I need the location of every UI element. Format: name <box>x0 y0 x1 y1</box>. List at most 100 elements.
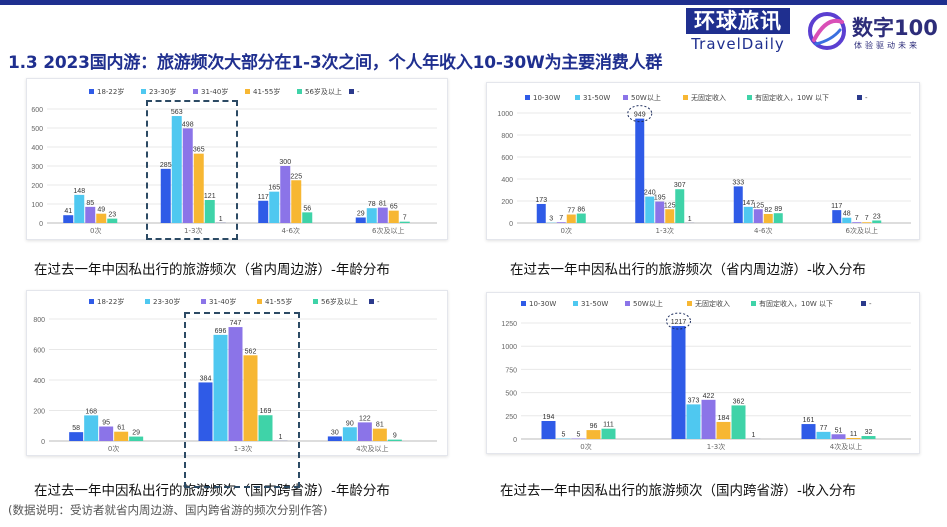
data-label: 7 <box>855 215 859 222</box>
chart-caption-tl: 在过去一年中因私出行的旅游频次（省内周边游）-年龄分布 <box>34 262 390 278</box>
traveldaily-logo-cn: 环球旅讯 <box>686 8 790 34</box>
data-label: 148 <box>73 188 85 195</box>
y-tick-label: 800 <box>33 317 45 324</box>
bar <box>302 212 313 223</box>
highlight-circle <box>627 105 653 123</box>
shuzi100-name: 数字100 <box>852 16 938 40</box>
legend-label: 56岁及以上 <box>321 297 358 306</box>
bar <box>861 436 876 439</box>
data-label: 285 <box>160 162 172 169</box>
data-label: 96 <box>590 423 598 430</box>
data-label: 3 <box>549 216 553 223</box>
data-label: 498 <box>182 121 194 128</box>
legend-swatch <box>573 301 578 306</box>
legend-swatch <box>313 299 318 304</box>
bar <box>366 208 377 223</box>
data-label: 77 <box>820 425 828 432</box>
x-tick-label: 6次及以上 <box>372 226 404 235</box>
legend-swatch <box>525 95 530 100</box>
legend-swatch <box>369 299 374 304</box>
legend-swatch <box>857 95 862 100</box>
bar <box>701 399 716 439</box>
bar <box>99 426 114 441</box>
legend-swatch <box>575 95 580 100</box>
legend-label: 10-30W <box>533 94 560 102</box>
bar <box>182 128 193 223</box>
chart-caption-tr: 在过去一年中因私出行的旅游频次（省内周边游）-收入分布 <box>510 262 866 278</box>
legend-label: - <box>357 88 360 96</box>
bar <box>832 210 842 223</box>
x-tick-label: 1-3次 <box>184 226 202 235</box>
y-tick-label: 600 <box>501 155 513 162</box>
data-label: 85 <box>86 200 94 207</box>
legend-label: 50W以上 <box>633 299 663 308</box>
bar <box>355 217 366 223</box>
bar <box>377 207 388 223</box>
bar <box>69 432 84 441</box>
legend-label: 18-22岁 <box>97 87 124 96</box>
bar <box>160 168 171 223</box>
y-tick-label: 600 <box>31 107 43 114</box>
bar <box>291 180 302 223</box>
data-label: 86 <box>577 207 585 214</box>
data-label: 168 <box>85 408 97 415</box>
bar <box>862 222 872 223</box>
bar <box>763 213 773 223</box>
chart-tr-income-local: 0 200 400 600 800 1000 10-30W 31-50W 50W以上 无固定收入 有… <box>497 93 911 235</box>
y-tick-label: 1000 <box>497 111 513 118</box>
legend-swatch <box>201 299 206 304</box>
legend-label: 18-22岁 <box>97 297 124 306</box>
data-label: 58 <box>72 425 80 432</box>
bar <box>753 209 763 223</box>
legend-swatch <box>89 299 94 304</box>
data-label: 89 <box>774 206 782 213</box>
bar <box>198 382 213 441</box>
bar <box>816 431 831 439</box>
legend-swatch <box>257 299 262 304</box>
data-label: 165 <box>268 185 280 192</box>
data-label: 562 <box>245 348 257 355</box>
legend-swatch <box>751 301 756 306</box>
legend-swatch <box>521 301 526 306</box>
data-label: 362 <box>733 398 745 405</box>
data-label: 111 <box>603 422 614 429</box>
data-label: 300 <box>279 159 291 166</box>
bar <box>85 206 96 223</box>
data-label: 32 <box>865 429 873 436</box>
data-label: 11 <box>850 431 857 438</box>
bar <box>842 217 852 223</box>
data-label: 41 <box>64 208 72 215</box>
data-label: 77 <box>567 208 575 215</box>
bar <box>801 424 816 439</box>
legend-swatch <box>623 95 628 100</box>
y-tick-label: 0 <box>513 437 517 444</box>
data-label: 169 <box>260 408 272 415</box>
x-tick-label: 0次 <box>108 444 119 453</box>
legend-swatch <box>861 301 866 306</box>
legend-label: 41-55岁 <box>253 87 280 96</box>
data-label: 194 <box>543 414 555 421</box>
data-label: 173 <box>535 197 547 204</box>
bar <box>269 191 280 223</box>
y-tick-label: 800 <box>501 133 513 140</box>
bar <box>743 206 753 223</box>
data-label: 422 <box>703 393 715 400</box>
x-tick-label: 1-3次 <box>656 226 674 235</box>
legend-label: 无固定收入 <box>695 299 730 308</box>
chart-panel-bl: 0 200 400 600 800 18-22岁 23-30岁 31-40岁 41-55岁 56岁… <box>26 290 448 456</box>
data-label: 7 <box>865 215 869 222</box>
bar <box>655 201 665 223</box>
legend-label: 无固定收入 <box>691 93 726 102</box>
data-label: 95 <box>102 420 110 427</box>
data-label: 225 <box>290 173 302 180</box>
x-tick-label: 0次 <box>561 226 572 235</box>
y-tick-label: 1250 <box>501 321 517 328</box>
legend-label: 41-55岁 <box>265 297 292 306</box>
legend-label: 有固定收入，10W 以下 <box>755 93 829 102</box>
data-label: 78 <box>368 201 376 208</box>
bar <box>733 186 743 223</box>
bar <box>213 334 228 441</box>
bar <box>872 220 882 223</box>
shuzi100-mark-icon <box>808 12 846 50</box>
legend-label: 31-40岁 <box>209 297 236 306</box>
